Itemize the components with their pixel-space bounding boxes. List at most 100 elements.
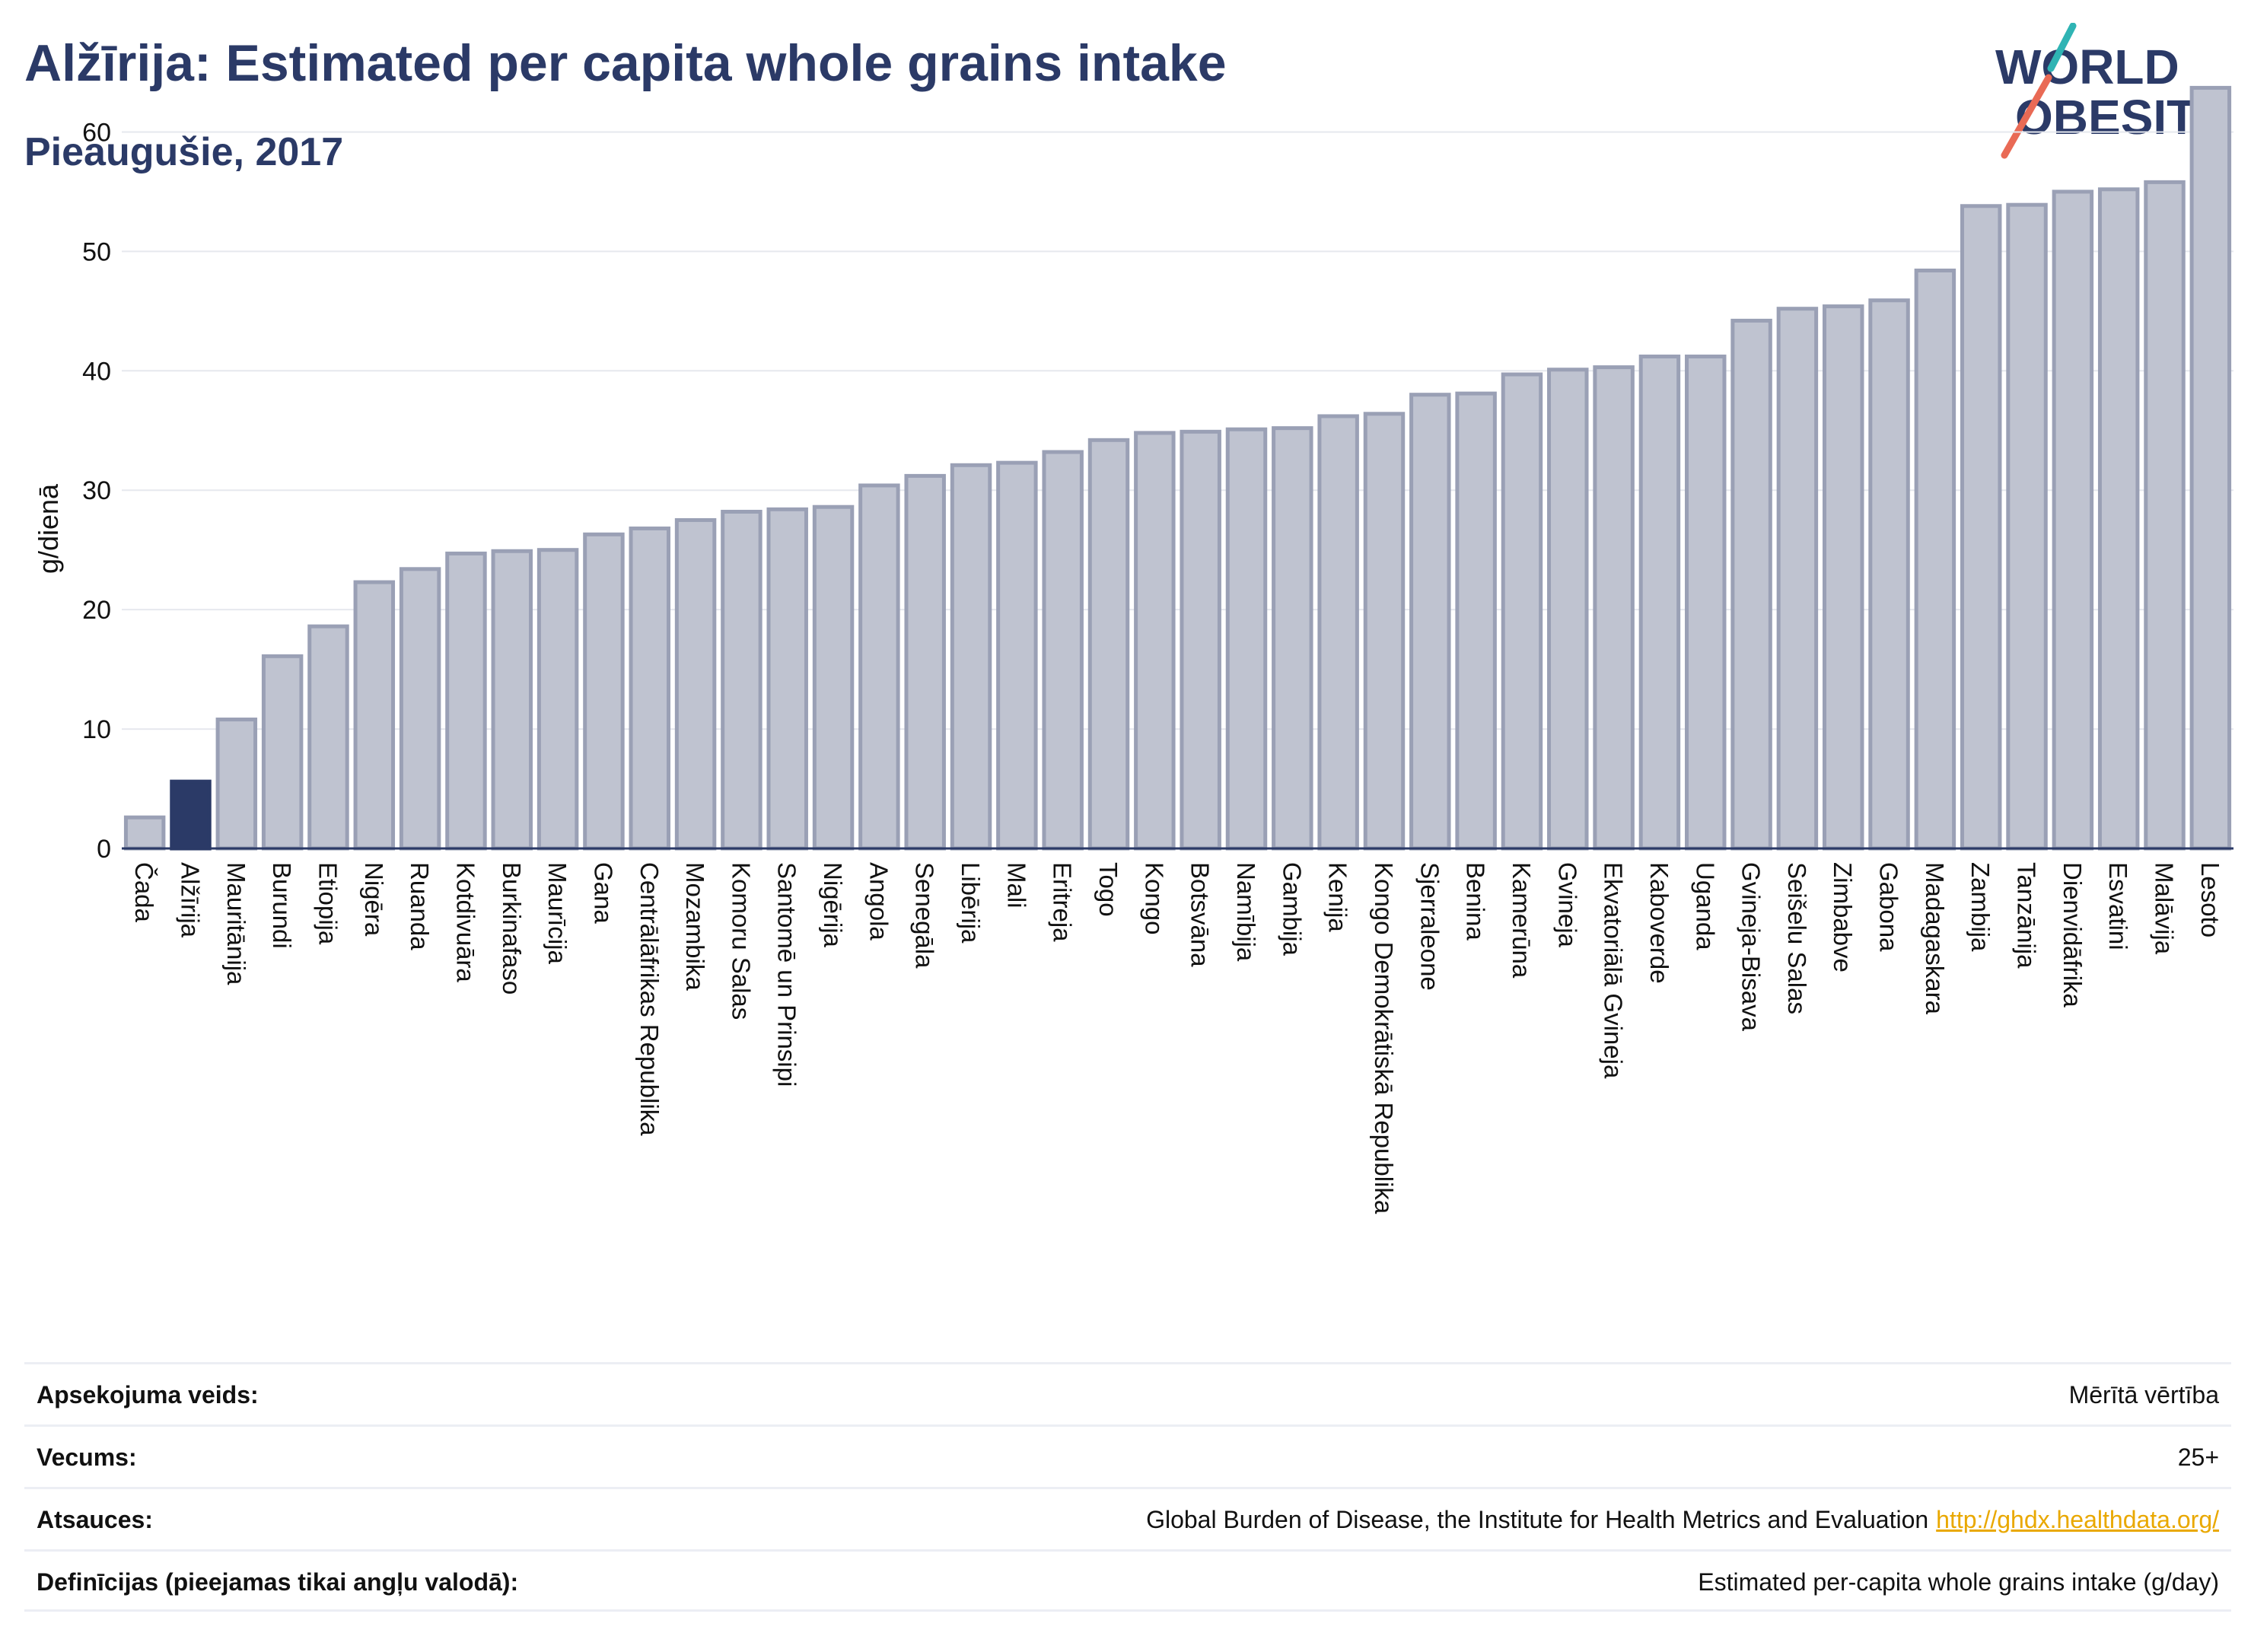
bar-36[interactable] xyxy=(1776,307,1819,851)
x-tick-label: Santomē un Prinsipi xyxy=(773,862,801,1087)
x-tick-label: Mozambika xyxy=(681,862,709,991)
bar-43[interactable] xyxy=(2097,187,2140,851)
bar-20[interactable] xyxy=(1042,450,1084,851)
bar-2[interactable] xyxy=(215,718,258,851)
bar-28[interactable] xyxy=(1409,393,1451,851)
x-tick-label: Madagaskara xyxy=(1921,862,1949,1015)
y-tick-label: 40 xyxy=(82,357,111,386)
meta-value-text: Estimated per-capita whole grains intake… xyxy=(1698,1568,2219,1596)
x-tick-label: Ekvatoriālā Gvineja xyxy=(1600,862,1628,1079)
bar-33[interactable] xyxy=(1638,354,1681,851)
bar-12[interactable] xyxy=(674,517,717,851)
bar-6[interactable] xyxy=(399,567,441,851)
meta-value: Global Burden of Disease, the Institute … xyxy=(1146,1506,2219,1534)
bar-21[interactable] xyxy=(1087,438,1130,851)
bar-38[interactable] xyxy=(1868,298,1910,851)
x-tick-label: Angola xyxy=(864,862,893,941)
bar-9[interactable] xyxy=(536,548,579,851)
bar-7[interactable] xyxy=(445,551,487,851)
x-tick-label: Kongo xyxy=(1140,862,1168,934)
logo-teal-slash xyxy=(2047,23,2077,72)
x-tick-label: Centrālāfrikas Republika xyxy=(635,862,664,1136)
bar-13[interactable] xyxy=(721,509,763,851)
bar-18[interactable] xyxy=(950,463,992,851)
bar-17[interactable] xyxy=(904,473,946,851)
bar-29[interactable] xyxy=(1455,391,1497,851)
meta-value: 25+ xyxy=(2178,1444,2219,1472)
x-tick-label: Kenija xyxy=(1324,862,1352,932)
meta-value: Estimated per-capita whole grains intake… xyxy=(1698,1568,2219,1596)
bar-1[interactable] xyxy=(170,779,212,851)
meta-row: Atsauces: Global Burden of Disease, the I… xyxy=(24,1487,2231,1549)
bar-30[interactable] xyxy=(1501,372,1543,851)
x-tick-label: Senegāla xyxy=(911,862,939,969)
meta-row: Definīcijas (pieejamas tikai angļu valod… xyxy=(24,1549,2231,1612)
x-tick-label: Eritreja xyxy=(1049,862,1077,942)
x-tick-label: Dienvidāfrika xyxy=(2058,862,2087,1007)
x-tick-label: Nigēra xyxy=(360,862,388,937)
bar-32[interactable] xyxy=(1593,365,1635,851)
y-tick-label: 10 xyxy=(82,715,111,744)
meta-value: Mērītā vērtība xyxy=(2069,1381,2219,1409)
bar-27[interactable] xyxy=(1363,412,1406,851)
logo-text-world: WORLD xyxy=(1995,40,2179,94)
x-tick-label: Gambija xyxy=(1278,862,1306,957)
bar-42[interactable] xyxy=(2052,189,2094,851)
bar-19[interactable] xyxy=(996,460,1038,851)
x-tick-label: Togo xyxy=(1094,862,1122,917)
x-tick-label: Kongo Demokrātiskā Republika xyxy=(1370,862,1398,1214)
meta-label: Atsauces: xyxy=(37,1506,153,1533)
bar-35[interactable] xyxy=(1730,318,1772,851)
source-link[interactable]: http://ghdx.healthdata.org/ xyxy=(1936,1506,2219,1533)
bar-5[interactable] xyxy=(353,580,396,851)
x-tick-label: Burkinafaso xyxy=(498,862,526,995)
x-tick-label: Kamerūna xyxy=(1508,862,1536,979)
x-tick-label: Namībija xyxy=(1232,862,1260,962)
bar-3[interactable] xyxy=(261,654,304,851)
bar-14[interactable] xyxy=(766,507,808,851)
meta-value-text: Mērītā vērtība xyxy=(2068,1381,2219,1408)
y-tick-label: 20 xyxy=(82,596,111,625)
meta-value-text: Global Burden of Disease, the Institute … xyxy=(1146,1506,1929,1533)
bar-0[interactable] xyxy=(123,815,166,851)
bar-16[interactable] xyxy=(858,483,900,851)
meta-label: Definīcijas (pieejamas tikai angļu valod… xyxy=(37,1568,519,1596)
bar-23[interactable] xyxy=(1180,429,1221,851)
bar-39[interactable] xyxy=(1914,268,1956,851)
x-tick-label: Gvineja xyxy=(1553,862,1581,948)
bar-25[interactable] xyxy=(1272,426,1313,851)
bar-41[interactable] xyxy=(2006,202,2048,851)
bar-44[interactable] xyxy=(2144,180,2186,851)
x-tick-label: Čada xyxy=(130,862,158,923)
x-tick-label: Seišelu Salas xyxy=(1783,862,1811,1014)
bar-22[interactable] xyxy=(1134,431,1176,851)
x-tick-label: Botsvāna xyxy=(1186,862,1215,967)
bar-11[interactable] xyxy=(629,526,670,851)
bar-40[interactable] xyxy=(1960,204,2002,851)
x-tick-label: Gana xyxy=(589,862,617,924)
bar-8[interactable] xyxy=(491,549,533,851)
bar-10[interactable] xyxy=(583,532,625,851)
bar-34[interactable] xyxy=(1685,354,1727,851)
x-tick-labels: Čada Alžīrija Mauritānija Burundi Etiopija Ni… xyxy=(130,862,2224,1214)
meta-value-text: 25+ xyxy=(2177,1444,2219,1471)
y-tick-labels: 0 10 20 30 40 50 60 xyxy=(82,118,111,864)
bar-chart: 0 10 20 30 40 50 60 Čada Alžīrija Mauritānija Bur… xyxy=(33,85,2233,1214)
bars xyxy=(123,85,2232,851)
x-tick-label: Libērija xyxy=(957,862,985,944)
chart-subtitle: Pieaugušie, 2017 xyxy=(24,130,344,174)
y-tick-label: 0 xyxy=(97,835,111,864)
bar-45[interactable] xyxy=(2189,85,2232,851)
bar-24[interactable] xyxy=(1225,427,1268,851)
x-tick-label: Nigērija xyxy=(819,862,847,948)
bar-15[interactable] xyxy=(812,505,855,851)
bar-4[interactable] xyxy=(307,624,349,851)
x-tick-label: Lesoto xyxy=(2196,862,2224,937)
bar-26[interactable] xyxy=(1317,414,1359,851)
bar-37[interactable] xyxy=(1822,304,1864,851)
x-tick-label: Zimbabve xyxy=(1829,862,1857,972)
meta-row: Vecums: 25+ xyxy=(24,1424,2231,1487)
x-tick-label: Alžīrija xyxy=(176,862,204,938)
bar-31[interactable] xyxy=(1547,368,1589,851)
logo-coral-slash xyxy=(2001,74,2052,159)
